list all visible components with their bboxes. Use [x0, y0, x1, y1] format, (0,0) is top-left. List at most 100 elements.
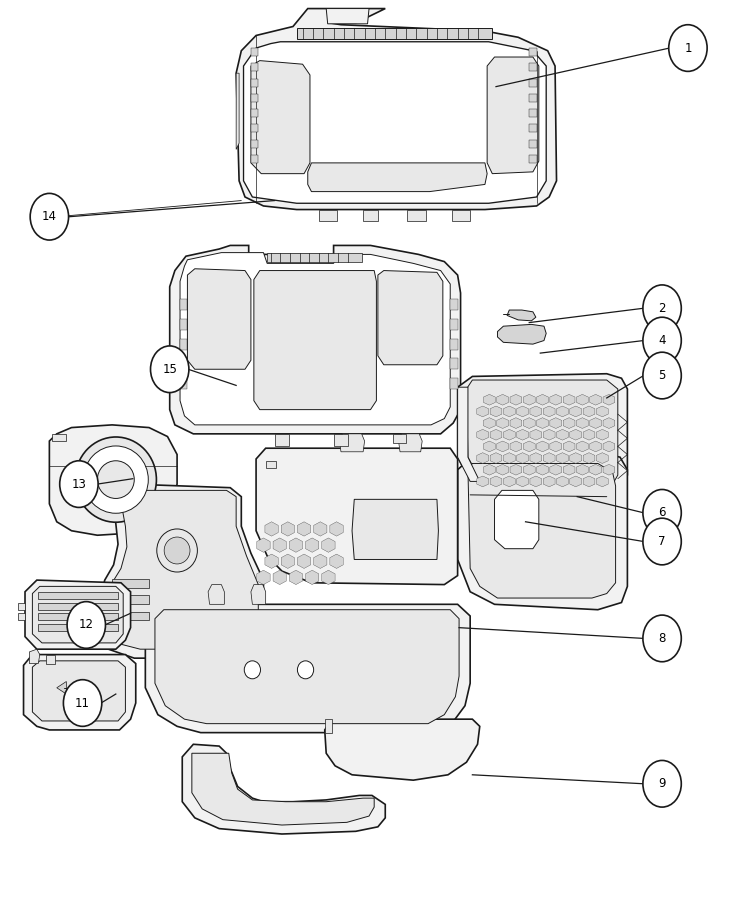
Text: 6: 6 — [658, 507, 666, 519]
Polygon shape — [503, 476, 515, 487]
Polygon shape — [583, 429, 595, 440]
Polygon shape — [112, 596, 149, 604]
Polygon shape — [408, 210, 426, 221]
Polygon shape — [583, 406, 595, 417]
Polygon shape — [313, 554, 327, 569]
Polygon shape — [597, 476, 608, 487]
Polygon shape — [556, 453, 568, 464]
Circle shape — [643, 285, 681, 331]
Polygon shape — [476, 453, 488, 464]
Polygon shape — [529, 63, 536, 71]
Polygon shape — [106, 491, 259, 649]
Polygon shape — [603, 464, 615, 475]
Ellipse shape — [75, 437, 156, 522]
Polygon shape — [503, 453, 515, 464]
Polygon shape — [603, 441, 615, 452]
Polygon shape — [251, 48, 259, 56]
Polygon shape — [155, 609, 459, 724]
Polygon shape — [529, 78, 536, 86]
Circle shape — [30, 194, 69, 240]
Circle shape — [643, 317, 681, 364]
Polygon shape — [487, 57, 539, 174]
Polygon shape — [39, 624, 118, 631]
Polygon shape — [583, 476, 595, 487]
Polygon shape — [281, 522, 294, 536]
Polygon shape — [529, 94, 536, 102]
Polygon shape — [265, 554, 278, 569]
Polygon shape — [330, 522, 343, 536]
Polygon shape — [339, 434, 365, 452]
Polygon shape — [30, 649, 40, 663]
Polygon shape — [530, 429, 542, 440]
Polygon shape — [550, 464, 562, 475]
Polygon shape — [530, 476, 542, 487]
Polygon shape — [563, 418, 575, 428]
Polygon shape — [289, 538, 302, 553]
Polygon shape — [79, 681, 88, 694]
Polygon shape — [39, 592, 118, 598]
Polygon shape — [251, 124, 259, 132]
Polygon shape — [476, 429, 488, 440]
Bar — [268, 253, 362, 262]
Polygon shape — [180, 319, 187, 329]
Polygon shape — [257, 571, 270, 585]
Polygon shape — [39, 613, 118, 620]
Polygon shape — [273, 571, 286, 585]
Polygon shape — [497, 324, 546, 344]
Polygon shape — [112, 611, 149, 620]
Polygon shape — [496, 418, 508, 428]
Polygon shape — [483, 441, 495, 452]
Polygon shape — [576, 441, 588, 452]
Polygon shape — [483, 394, 495, 405]
Polygon shape — [333, 434, 348, 446]
Polygon shape — [490, 476, 502, 487]
Polygon shape — [556, 429, 568, 440]
Polygon shape — [451, 319, 458, 329]
Text: 13: 13 — [71, 478, 87, 491]
Polygon shape — [18, 602, 25, 609]
Polygon shape — [319, 210, 337, 221]
Polygon shape — [180, 378, 187, 389]
Polygon shape — [507, 310, 536, 320]
Polygon shape — [570, 476, 582, 487]
Polygon shape — [494, 491, 539, 549]
Circle shape — [668, 24, 707, 71]
Polygon shape — [24, 654, 136, 730]
Polygon shape — [536, 394, 548, 405]
Polygon shape — [289, 571, 302, 585]
Ellipse shape — [83, 446, 148, 513]
Polygon shape — [496, 394, 508, 405]
Polygon shape — [326, 9, 369, 23]
Polygon shape — [180, 300, 187, 310]
Polygon shape — [530, 406, 542, 417]
Polygon shape — [476, 406, 488, 417]
Polygon shape — [265, 522, 278, 536]
Circle shape — [150, 346, 189, 392]
Polygon shape — [39, 602, 118, 609]
Polygon shape — [597, 453, 608, 464]
Polygon shape — [266, 461, 276, 468]
Polygon shape — [597, 406, 608, 417]
Polygon shape — [556, 476, 568, 487]
Polygon shape — [496, 464, 508, 475]
Polygon shape — [523, 394, 535, 405]
Polygon shape — [458, 452, 628, 609]
Polygon shape — [57, 681, 67, 694]
Polygon shape — [256, 448, 458, 585]
Polygon shape — [393, 434, 406, 443]
Polygon shape — [251, 155, 259, 163]
Circle shape — [643, 760, 681, 807]
Polygon shape — [99, 484, 264, 658]
Polygon shape — [510, 441, 522, 452]
Polygon shape — [251, 585, 266, 604]
Text: 5: 5 — [659, 369, 665, 382]
Polygon shape — [503, 429, 515, 440]
Polygon shape — [251, 94, 259, 102]
Polygon shape — [529, 109, 536, 117]
Polygon shape — [556, 406, 568, 417]
Text: 1: 1 — [684, 41, 691, 55]
Polygon shape — [352, 500, 439, 560]
Circle shape — [67, 601, 105, 648]
Polygon shape — [451, 338, 458, 349]
Text: 4: 4 — [658, 334, 666, 347]
